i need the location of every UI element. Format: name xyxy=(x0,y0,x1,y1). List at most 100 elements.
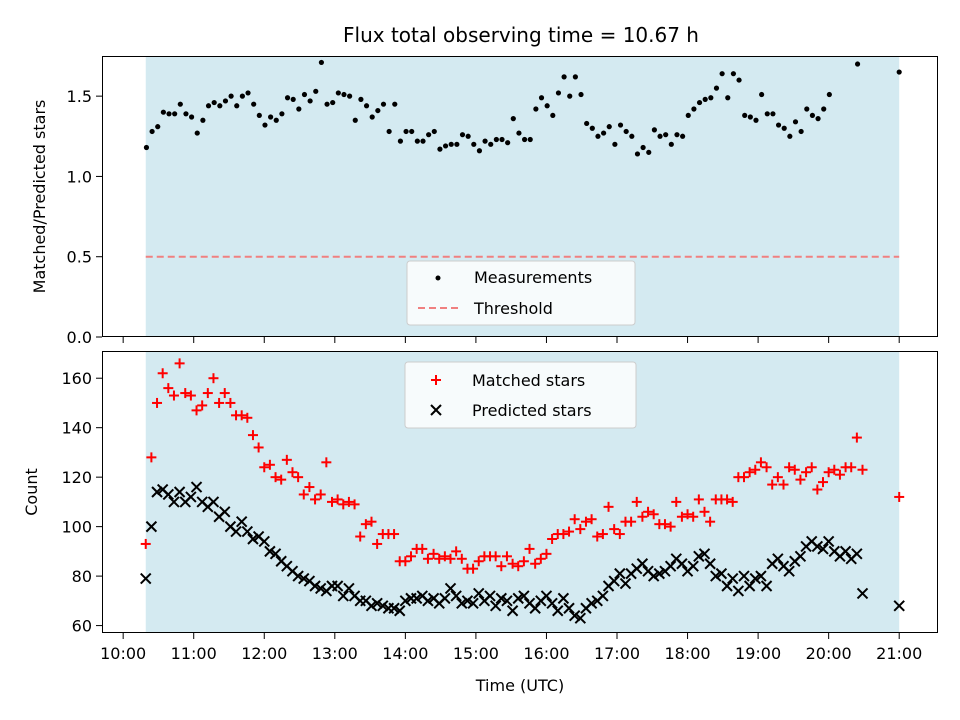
measurement-point xyxy=(465,133,471,139)
matched-star-point xyxy=(586,514,597,525)
matched-star-point xyxy=(597,529,608,540)
predicted-star-point xyxy=(557,592,570,605)
matched-star-point xyxy=(789,464,800,475)
matched-star-point xyxy=(829,464,840,475)
matched-star-point xyxy=(270,472,281,483)
matched-star-point xyxy=(287,467,298,478)
legend-cross-marker xyxy=(430,404,442,416)
measurement-point xyxy=(488,141,494,147)
measurement-point xyxy=(205,103,212,109)
cross-marker-b xyxy=(224,520,237,533)
matched-star-point xyxy=(580,516,591,527)
cross-marker-b xyxy=(749,572,761,585)
cross-marker-b xyxy=(292,570,304,582)
predicted-star-point xyxy=(811,540,824,553)
matched-star-point xyxy=(524,543,535,554)
measurement-point xyxy=(341,91,347,98)
predicted-star-point xyxy=(552,605,564,617)
matched-star-point xyxy=(202,388,213,399)
predicted-star-point xyxy=(241,525,254,538)
matched-star-point xyxy=(326,496,337,507)
matched-star-point xyxy=(631,496,642,507)
cross-marker-b xyxy=(348,590,361,602)
ratio-y-tick-label: 1.0 xyxy=(67,167,92,186)
measurement-point xyxy=(510,116,516,122)
measurement-point xyxy=(770,111,776,117)
measurement-point xyxy=(459,132,466,138)
matched-star-point xyxy=(801,467,812,478)
measurement-point xyxy=(245,90,251,96)
cross-marker-b xyxy=(647,570,660,582)
predicted-star-point xyxy=(715,567,728,580)
predicted-star-point xyxy=(371,597,383,610)
predicted-star-point xyxy=(501,595,513,607)
cross-marker-b xyxy=(726,572,739,585)
measurement-point xyxy=(403,128,409,135)
measurement-point xyxy=(256,112,262,119)
count-y-tick-label: 100 xyxy=(61,518,92,537)
measurement-point xyxy=(211,99,217,106)
matched-star-point xyxy=(298,489,309,500)
cross-marker-b xyxy=(168,496,180,508)
predicted-star-point xyxy=(676,558,688,570)
measurement-point xyxy=(392,101,398,107)
measurement-point xyxy=(476,148,483,154)
predicted-star-point xyxy=(755,570,767,582)
predicted-star-point xyxy=(473,587,485,600)
matched-star-point xyxy=(518,556,529,567)
matched-star-point xyxy=(366,516,377,527)
predicted-star-point xyxy=(219,506,231,518)
measurement-point xyxy=(375,107,381,114)
cross-marker-b xyxy=(337,590,349,602)
predicted-star-point xyxy=(145,520,158,533)
predicted-star-point xyxy=(574,612,587,624)
cross-marker-b xyxy=(687,560,699,572)
predicted-star-point xyxy=(851,548,863,560)
cross-marker-b xyxy=(721,580,733,592)
measurement-point xyxy=(691,106,697,112)
matched-star-point xyxy=(400,556,411,567)
cross-marker-b xyxy=(399,595,412,607)
cross-marker-b xyxy=(670,553,682,565)
measurement-point xyxy=(200,117,206,123)
matched-star-point xyxy=(547,534,558,544)
predicted-star-point xyxy=(258,535,270,548)
predicted-star-point xyxy=(162,488,175,501)
measurement-point xyxy=(736,77,742,83)
matched-star-point xyxy=(818,477,829,488)
measurement-point xyxy=(730,71,737,77)
matched-star-point xyxy=(197,400,208,411)
matched-star-point xyxy=(276,474,287,485)
cross-marker-b xyxy=(145,520,158,533)
measurement-point xyxy=(273,117,279,123)
predicted-star-point xyxy=(410,592,423,605)
matched-star-point xyxy=(180,388,191,399)
matched-stars-points xyxy=(140,358,905,574)
matched-star-point xyxy=(315,489,326,500)
count-y-tick-label: 80 xyxy=(72,567,92,586)
matched-star-point xyxy=(626,516,637,527)
measurement-point xyxy=(454,141,460,147)
matched-star-point xyxy=(389,529,400,540)
cross-marker-b xyxy=(331,580,344,592)
cross-marker-b xyxy=(597,590,609,602)
cross-marker-b xyxy=(839,545,852,558)
measurement-point xyxy=(284,95,291,101)
matched-star-point xyxy=(603,501,614,512)
cross-marker-b xyxy=(264,545,276,558)
measurement-point xyxy=(798,128,804,135)
ratio-y-axis-label: Matched/Predicted stars xyxy=(30,100,49,294)
measurement-point xyxy=(713,85,720,91)
measurement-point xyxy=(386,128,392,135)
time-x-tick-label: 13:00 xyxy=(312,644,358,663)
cross-marker-b xyxy=(252,530,265,543)
count-y-tick-label: 140 xyxy=(61,419,92,438)
cross-marker-b xyxy=(461,595,474,607)
time-x-tick-label: 15:00 xyxy=(453,644,499,663)
matched-star-point xyxy=(456,553,467,564)
measurement-point xyxy=(725,95,731,101)
cross-marker-b xyxy=(269,548,282,560)
matched-star-point xyxy=(236,410,247,421)
cross-marker-b xyxy=(394,605,406,617)
